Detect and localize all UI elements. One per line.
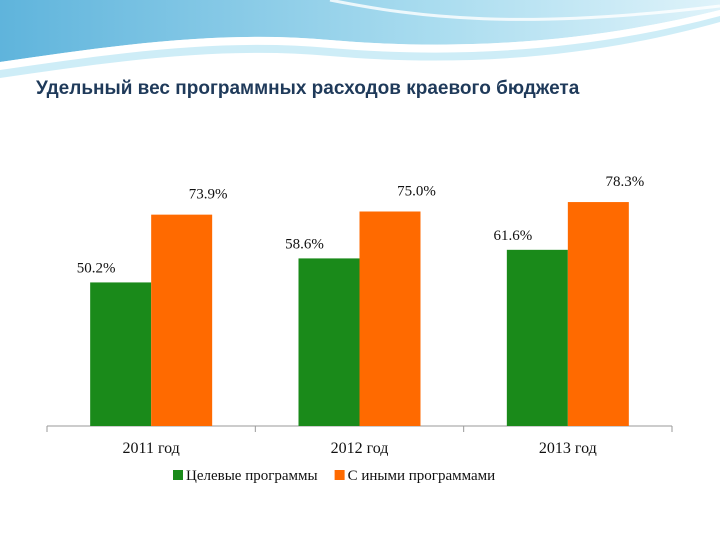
bar-target-3 xyxy=(506,249,568,426)
data-label: 78.3% xyxy=(605,174,644,190)
bar-target-2 xyxy=(298,258,360,426)
bar-target-1 xyxy=(90,282,152,426)
legend-label-1: Целевые программы xyxy=(186,468,318,484)
data-label: 73.9% xyxy=(189,187,228,203)
x-tick-label: 2012 год xyxy=(331,440,389,457)
header-wave-decoration xyxy=(0,0,720,78)
legend-swatch-2 xyxy=(334,470,345,480)
slide-title: Удельный вес программных расходов краево… xyxy=(36,78,580,99)
legend-swatch-1 xyxy=(173,470,183,480)
data-label: 75.0% xyxy=(397,184,436,200)
bar-other-1 xyxy=(151,214,213,426)
data-label: 50.2% xyxy=(77,260,116,276)
data-label: 61.6% xyxy=(493,228,532,244)
x-tick-label: 2011 год xyxy=(123,440,180,457)
x-tick-label: 2013 год xyxy=(539,440,597,457)
bar-other-2 xyxy=(359,211,421,426)
bar-other-3 xyxy=(567,202,629,426)
legend-label-2: С иными программами xyxy=(348,468,496,484)
data-label: 58.6% xyxy=(285,236,324,252)
